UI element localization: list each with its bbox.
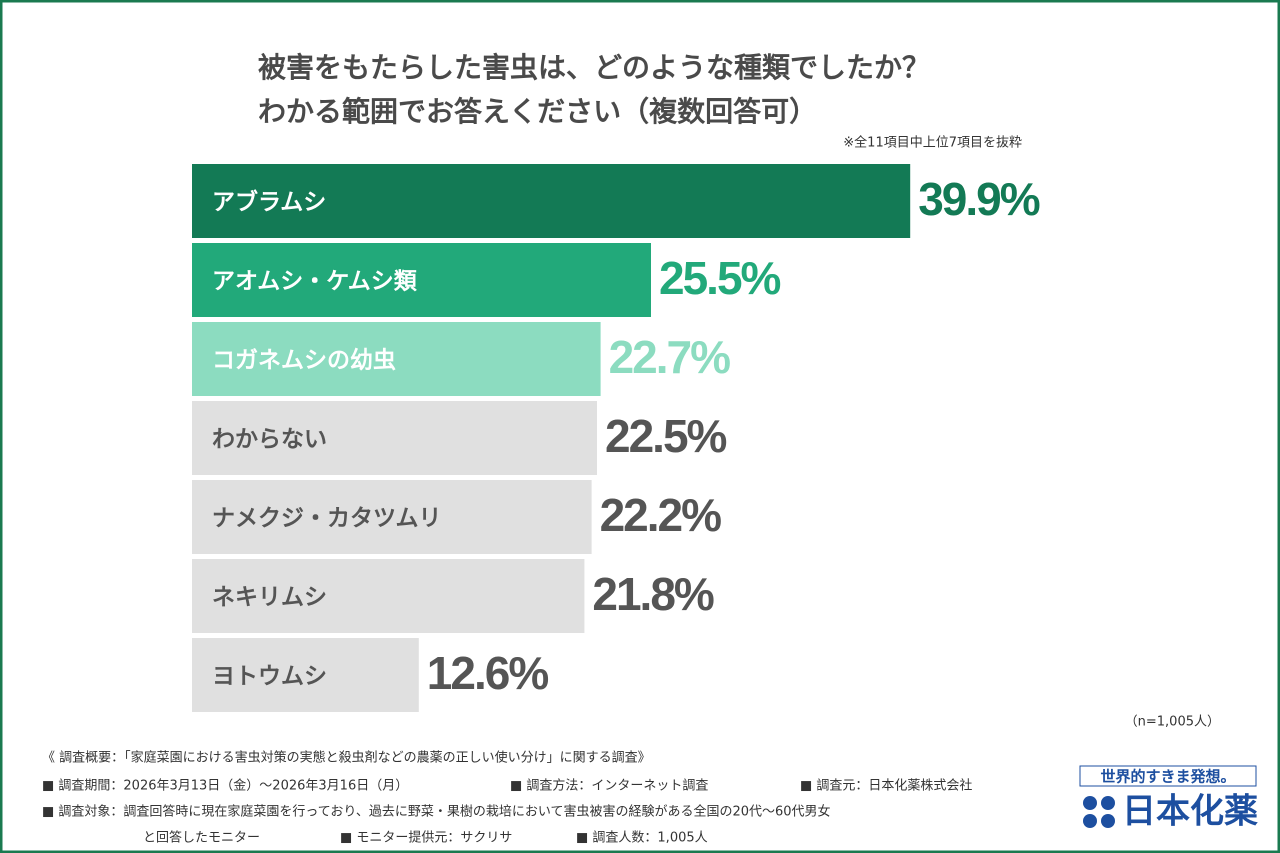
footer-text: ■ 調査対象：調査回答時に現在家庭菜園を行っており、過去に野菜・果樹の栽培におい… bbox=[42, 804, 831, 820]
category-label: ネキリムシ bbox=[212, 585, 327, 611]
sample-size: （n=1,005人） bbox=[1125, 715, 1220, 730]
category-label: アオムシ・ケムシ類 bbox=[212, 269, 418, 295]
logo-icon bbox=[1083, 796, 1115, 828]
bar bbox=[192, 243, 651, 317]
footer-text: ■ 調査元：日本化薬株式会社 bbox=[800, 778, 972, 794]
category-label: アブラムシ bbox=[212, 189, 326, 216]
footer-text: ■ モニター提供元：サクリサ bbox=[340, 830, 512, 846]
bar bbox=[192, 559, 585, 633]
category-label: ナメクジ・カタツムリ bbox=[212, 506, 442, 532]
value-label: 22.2% bbox=[600, 489, 722, 541]
category-label: わからない bbox=[212, 427, 327, 453]
chart-title: 被害をもたらした害虫は、どのような種類でしたか？ bbox=[258, 51, 930, 84]
value-label: 12.6% bbox=[427, 647, 549, 699]
value-label: 21.8% bbox=[592, 568, 714, 620]
bar bbox=[192, 322, 601, 396]
category-label: コガネムシの幼虫 bbox=[212, 347, 396, 374]
footer-text: ■ 調査方法：インターネット調査 bbox=[510, 778, 708, 794]
value-label: 22.5% bbox=[605, 410, 727, 462]
footer-text: ■ 調査人数：1,005人 bbox=[576, 831, 708, 846]
bar bbox=[192, 638, 419, 712]
bar bbox=[192, 164, 911, 238]
logo-tagline: 世界的すきま発想。 bbox=[1100, 768, 1235, 786]
footer-text: ■ 調査期間：2026年3月13日（金）～2026年3月16日（月） bbox=[42, 778, 408, 794]
value-label: 39.9% bbox=[918, 173, 1040, 225]
logo-box bbox=[1079, 765, 1257, 787]
logo-name: 日本化薬 bbox=[1122, 792, 1258, 832]
footer: 《 調査概要：「家庭菜園における害虫対策の実態と殺虫剤などの農薬の正しい使い分け… bbox=[42, 750, 972, 846]
chart-subtitle: わかる範囲でお答えください（複数回答可） bbox=[258, 95, 817, 128]
value-label: 22.7% bbox=[609, 331, 731, 383]
note: ※全11項目中上位7項目を抜粋 bbox=[843, 135, 1022, 151]
footer-text: 《 調査概要：「家庭菜園における害虫対策の実態と殺虫剤などの農薬の正しい使い分け… bbox=[42, 750, 651, 766]
category-label: ヨトウムシ bbox=[212, 664, 327, 690]
footer-text: と回答したモニター bbox=[143, 830, 260, 846]
bars: アブラムシ 39.9% アオムシ・ケムシ類 25.5% コガネムシの幼虫 22.7% わから… bbox=[192, 164, 1042, 712]
bar bbox=[192, 480, 592, 554]
bar bbox=[192, 401, 597, 475]
value-label: 25.5% bbox=[659, 252, 781, 304]
